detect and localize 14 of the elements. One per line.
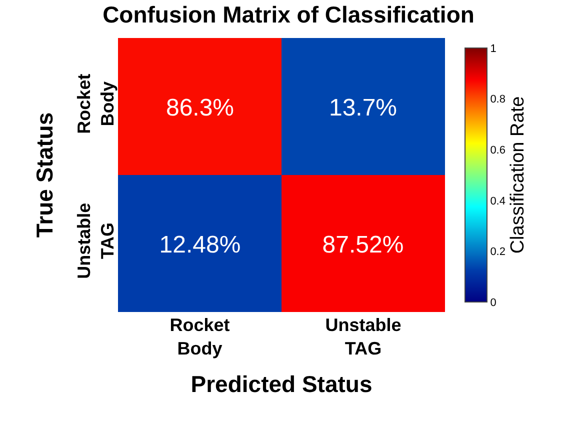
data-label: 12.48%	[159, 231, 241, 258]
color-bar-label: 0.4	[490, 195, 506, 208]
color-bar-label: 1	[490, 42, 496, 55]
color-bar-label: 0.8	[490, 94, 506, 106]
color-bar-title: Classification Rate	[507, 96, 528, 254]
color-bar-label: 0	[490, 296, 496, 309]
y-axis-title: True Status	[31, 112, 58, 238]
data-label: 13.7%	[328, 94, 398, 122]
color-bar-label: 0.2	[490, 246, 506, 258]
x-axis-title: Predicted Status	[190, 371, 372, 397]
chart-title: Confusion Matrix of Classification	[102, 1, 474, 28]
data-label: 86.3%	[166, 94, 234, 122]
color-bar-label: 0.6	[490, 144, 506, 156]
data-label: 87.52%	[322, 231, 404, 258]
